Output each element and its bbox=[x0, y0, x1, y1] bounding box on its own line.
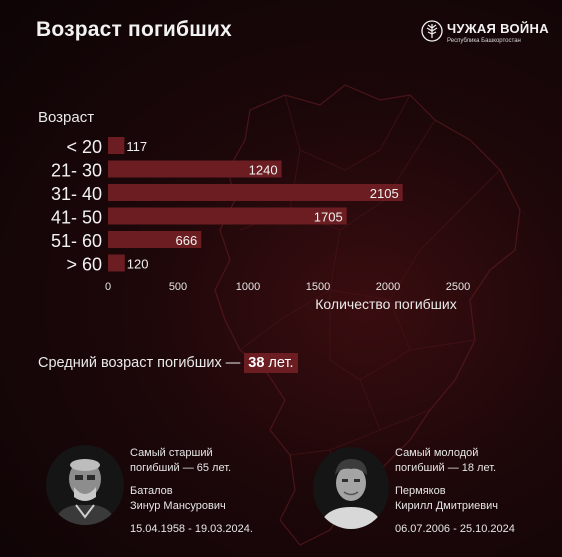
youngest-portrait bbox=[313, 447, 389, 529]
age-bar-chart: Возраст Количество погибших < 20 117 21- 3… bbox=[38, 109, 470, 312]
oldest-label: Самый старший bbox=[130, 447, 213, 459]
oldest-portrait bbox=[46, 445, 124, 525]
category-label-0: < 20 bbox=[66, 137, 102, 157]
value-label-1: 1240 bbox=[249, 163, 278, 178]
x-tick-label-0: 0 bbox=[105, 281, 111, 293]
tree-emblem-icon bbox=[421, 20, 443, 42]
youngest-label: Самый молодой bbox=[395, 447, 479, 459]
youngest-label-age: погибший — 18 лет. bbox=[395, 462, 497, 474]
logo-name: ЧУЖАЯ ВОЙНА bbox=[447, 21, 549, 36]
value-label-3: 1705 bbox=[314, 210, 343, 225]
x-tick-label-4: 2000 bbox=[376, 281, 400, 293]
logo: ЧУЖАЯ ВОЙНА Республика Башкортостан bbox=[421, 20, 551, 48]
youngest-surname: Пермяков bbox=[395, 485, 446, 497]
oldest-name: Зинур Мансурович bbox=[130, 500, 226, 512]
average-age-unit: лет. bbox=[268, 355, 294, 371]
bar-4 bbox=[108, 231, 202, 248]
youngest-dates: 06.07.2006 - 25.10.2024 bbox=[395, 523, 515, 535]
oldest-dates: 15.04.1958 - 19.03.2024. bbox=[130, 523, 253, 535]
category-label-2: 31- 40 bbox=[51, 184, 102, 204]
category-label-4: 51- 60 bbox=[51, 231, 102, 251]
value-label-5: 120 bbox=[127, 257, 149, 272]
youngest-name: Кирилл Дмитриевич bbox=[395, 500, 499, 512]
bar-0 bbox=[108, 137, 125, 154]
category-label-1: 21- 30 bbox=[51, 161, 102, 181]
oldest-info: Самый старший погибший — 65 лет. Баталов… bbox=[130, 446, 253, 537]
category-label-3: 41- 50 bbox=[51, 208, 102, 228]
value-label-0: 117 bbox=[126, 139, 147, 154]
page-title: Возраст погибших bbox=[36, 18, 232, 41]
x-tick-label-1: 500 bbox=[169, 281, 187, 293]
oldest-surname: Баталов bbox=[130, 485, 173, 497]
y-axis-label: Возраст bbox=[38, 109, 94, 126]
bar-5 bbox=[108, 254, 125, 272]
x-axis-label: Количество погибших bbox=[315, 296, 456, 312]
x-tick-label-3: 1500 bbox=[306, 281, 330, 293]
x-tick-label-5: 2500 bbox=[446, 281, 470, 293]
value-label-4: 666 bbox=[176, 233, 198, 248]
average-age-text: Средний возраст погибших — bbox=[38, 355, 241, 371]
average-age-summary: Средний возраст погибших — 38 лет. bbox=[38, 353, 298, 373]
youngest-info: Самый молодой погибший — 18 лет. Пермяко… bbox=[395, 446, 515, 537]
average-age-value: 38 bbox=[248, 355, 265, 371]
oldest-label-age: погибший — 65 лет. bbox=[130, 462, 232, 474]
logo-subtitle: Республика Башкортостан bbox=[447, 38, 521, 44]
x-tick-label-2: 1000 bbox=[236, 281, 260, 293]
category-label-5: > 60 bbox=[66, 255, 102, 275]
value-label-2: 2105 bbox=[370, 186, 399, 201]
bar-2 bbox=[108, 184, 403, 201]
bar-1 bbox=[108, 160, 282, 178]
bar-3 bbox=[108, 207, 347, 225]
average-age-value-badge: 38 лет. bbox=[244, 353, 298, 373]
